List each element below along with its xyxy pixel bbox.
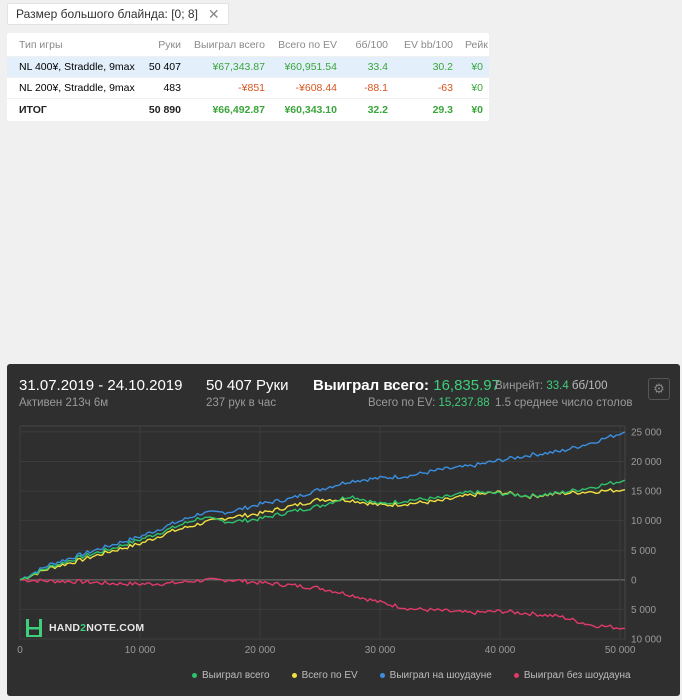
col-header-type[interactable]: Тип игры (19, 38, 63, 51)
y-tick-label: 5 000 (631, 546, 656, 557)
winrate-value: 33.4 (546, 380, 569, 392)
ev-value: 15,237.88 (438, 397, 490, 409)
col-header-bb100[interactable]: бб/100 (355, 38, 388, 51)
cell-hands: 50 890 (148, 104, 181, 116)
y-tick-label: 10 000 (631, 635, 662, 646)
col-header-rake[interactable]: Рейк (465, 38, 488, 51)
filter-label: Размер большого блайнда: [0; 8] (16, 7, 198, 21)
gear-icon[interactable]: ⚙ (648, 378, 670, 400)
logo-text-c: NOTE.COM (86, 622, 145, 634)
plot-frame (19, 425, 626, 640)
cell-evbb100: 30.2 (432, 61, 453, 73)
graph-panel: 31.07.2019 - 24.10.2019 Активен 213ч 6м … (7, 364, 680, 696)
legend-item-won[interactable]: Выиграл всего (192, 670, 270, 681)
stats-table: Тип игры Руки Выиграл всего Всего по EV … (7, 33, 489, 121)
profit-chart: 25 000 20 000 15 000 10 000 5 000 0 5 000 10 00… (17, 425, 662, 656)
winrate-label: Винрейт: (495, 380, 544, 392)
y-tick-label: 20 000 (631, 457, 662, 468)
ev-label: Всего по EV: (368, 397, 436, 409)
winrate-unit: бб/100 (571, 380, 608, 392)
legend-dot (291, 673, 297, 678)
legend-label: Выиграл всего (202, 670, 270, 681)
col-header-won[interactable]: Выиграл всего (194, 38, 265, 51)
y-tick-label: 10 000 (631, 516, 662, 527)
x-tick-label: 0 (17, 645, 23, 656)
cell-evbb100: 29.3 (432, 104, 453, 116)
legend-item-ev[interactable]: Всего по EV (291, 670, 358, 681)
cell-rake: ¥0 (471, 82, 483, 94)
legend-item-no-showdown[interactable]: Выиграл без шоудауна (513, 670, 631, 681)
legend-dot (192, 673, 197, 678)
date-range: 31.07.2019 - 24.10.2019 (19, 377, 183, 394)
filter-chip[interactable]: Размер большого блайнда: [0; 8] ✕ (7, 3, 229, 25)
cell-type: NL 200¥, Straddle, 9max (19, 82, 135, 94)
table-row[interactable]: NL 400¥, Straddle, 9max 50 407 ¥67,343.8… (7, 57, 489, 78)
close-icon[interactable]: ✕ (207, 6, 220, 22)
cell-type: NL 400¥, Straddle, 9max (19, 61, 135, 73)
legend-item-showdown[interactable]: Выиграл на шоудауне (379, 670, 492, 681)
col-header-hands[interactable]: Руки (158, 38, 181, 51)
cell-type: ИТОГ (19, 104, 47, 116)
cell-evbb100: -63 (437, 82, 453, 94)
cell-won: ¥67,343.87 (212, 61, 265, 73)
avg-tables: 1.5 среднее число столов (495, 397, 633, 409)
y-tick-label: 25 000 (631, 427, 662, 438)
won-label: Выиграл всего: (313, 377, 430, 394)
y-tick-label: 0 (631, 575, 637, 586)
chart-legend: Выиграл всего Всего по EV Выиграл на шоу… (192, 670, 653, 681)
hands-per-hour: 237 рук в час (206, 397, 277, 409)
col-header-ev[interactable]: Всего по EV (278, 38, 337, 51)
hand2note-logo: HAND 2 NOTE.COM (25, 618, 144, 638)
won-value: 16,835.97 (433, 377, 500, 394)
series-line-no-showdown (19, 577, 626, 630)
x-tick-label: 40 000 (485, 645, 516, 656)
x-tick-label: 20 000 (245, 645, 276, 656)
legend-dot (513, 673, 519, 678)
ev-total: Всего по EV: 15,237.88 (368, 397, 490, 409)
logo-text-b: 2 (80, 622, 87, 634)
won-total: Выиграл всего: 16,835.97 (313, 377, 500, 394)
cell-bb100: 33.4 (367, 61, 388, 73)
cell-rake: ¥0 (471, 61, 483, 73)
table-total-row: ИТОГ 50 890 ¥66,492.87 ¥60,343.10 32.2 2… (7, 99, 489, 121)
y-tick-label: 5 000 (631, 605, 656, 616)
cell-ev: ¥60,951.54 (284, 61, 337, 73)
cell-hands: 50 407 (148, 61, 181, 73)
legend-dot (379, 673, 385, 678)
y-tick-label: 15 000 (631, 487, 662, 498)
legend-label: Выиграл на шоудауне (389, 670, 492, 681)
cell-bb100: -88.1 (364, 82, 388, 94)
logo-text-a: HAND (49, 622, 81, 634)
series-line-showdown (19, 431, 626, 581)
legend-label: Всего по EV (301, 670, 358, 681)
series-line-ev (19, 488, 626, 581)
winrate: Винрейт: 33.4 бб/100 (495, 380, 607, 392)
x-tick-label: 30 000 (365, 645, 396, 656)
legend-label: Выиграл без шоудауна (523, 670, 631, 681)
cell-ev: -¥608.44 (295, 82, 337, 94)
col-header-evbb100[interactable]: EV bb/100 (403, 38, 453, 51)
x-tick-label: 50 000 (605, 645, 636, 656)
cell-won: -¥851 (238, 82, 265, 94)
cell-bb100: 32.2 (367, 104, 388, 116)
hand2note-logo-icon (26, 619, 42, 637)
cell-hands: 483 (163, 82, 181, 94)
table-row[interactable]: NL 200¥, Straddle, 9max 483 -¥851 -¥608.… (7, 78, 489, 99)
cell-ev: ¥60,343.10 (284, 104, 337, 116)
active-time: Активен 213ч 6м (19, 397, 109, 409)
cell-won: ¥66,492.87 (212, 104, 265, 116)
cell-rake: ¥0 (471, 104, 483, 116)
x-tick-label: 10 000 (125, 645, 156, 656)
hands-count: 50 407 Руки (206, 377, 289, 394)
series-line-won (19, 479, 626, 581)
table-header-row: Тип игры Руки Выиграл всего Всего по EV … (7, 33, 489, 57)
